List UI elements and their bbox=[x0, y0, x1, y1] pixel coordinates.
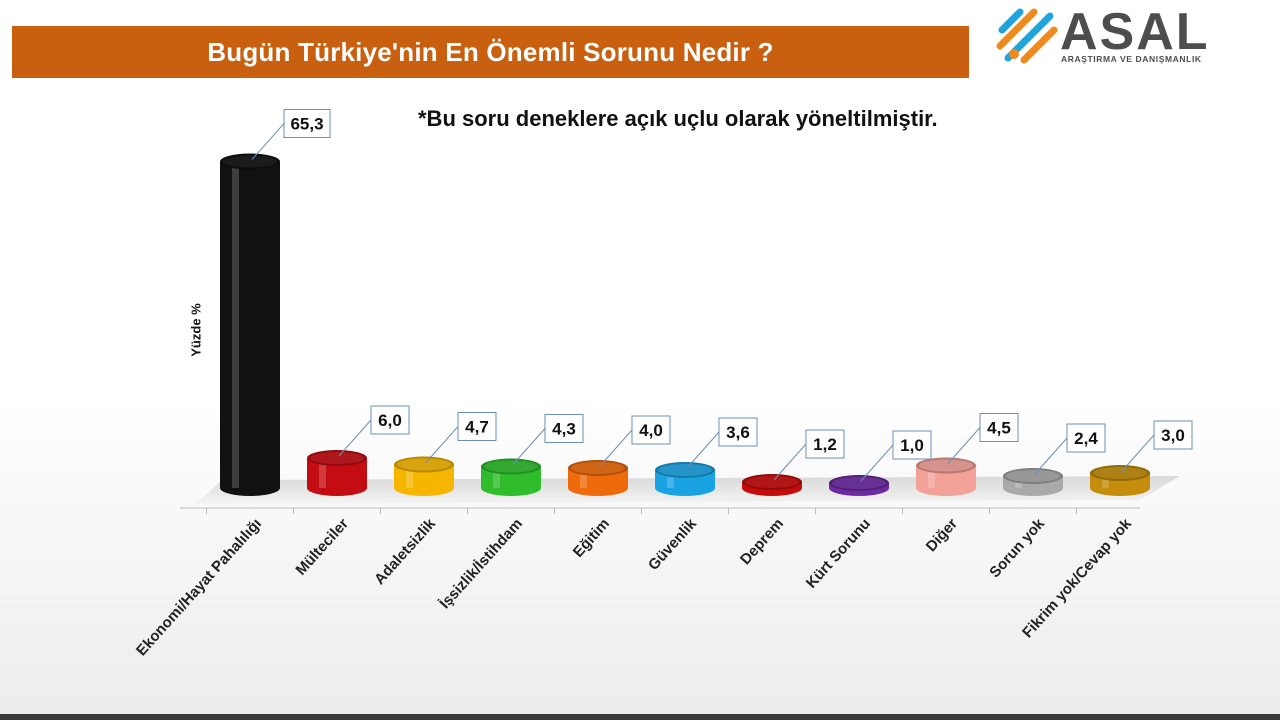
data-label-box bbox=[1066, 423, 1106, 453]
bar bbox=[307, 450, 367, 496]
bar-highlight bbox=[232, 161, 239, 488]
data-label-text: 1,2 bbox=[813, 435, 837, 454]
x-tick-label: Adaletsizlik bbox=[371, 515, 439, 588]
bar-top-sheen bbox=[658, 464, 712, 476]
bar-highlight bbox=[928, 465, 935, 488]
x-tick-label: Ekonomi/Hayat Pahalılığı bbox=[133, 515, 265, 659]
data-label-box bbox=[892, 430, 932, 460]
bar bbox=[220, 153, 280, 496]
logo-tagline: ARAŞTIRMA VE DANIŞMANLIK bbox=[1061, 54, 1202, 64]
data-label: 6,0 bbox=[338, 405, 410, 457]
bar-highlight bbox=[319, 458, 326, 488]
bar bbox=[742, 474, 802, 496]
data-label-leader bbox=[860, 444, 894, 482]
bar bbox=[1003, 468, 1063, 496]
bar bbox=[916, 457, 976, 496]
data-label-text: 4,0 bbox=[639, 421, 663, 440]
data-label-text: 4,3 bbox=[552, 420, 576, 439]
bar-top-sheen bbox=[832, 477, 886, 489]
x-tick-label: Deprem bbox=[737, 515, 787, 568]
bar-top-sheen bbox=[310, 452, 364, 464]
asal-logo-icon bbox=[996, 8, 1058, 64]
x-tick-label: Eğitim bbox=[570, 515, 613, 560]
data-label-text: 3,0 bbox=[1161, 426, 1185, 445]
data-label-text: 4,7 bbox=[465, 418, 489, 437]
bar-highlight bbox=[406, 464, 413, 488]
data-label-leader bbox=[686, 431, 720, 469]
bar bbox=[481, 458, 541, 496]
data-label-text: 65,3 bbox=[290, 115, 323, 134]
x-tick-label: İşsizlik/İstihdam bbox=[436, 515, 526, 612]
data-label-box bbox=[370, 405, 410, 435]
data-label-leader bbox=[251, 123, 285, 160]
bar-highlight bbox=[667, 470, 674, 488]
data-label-box bbox=[1153, 420, 1193, 450]
data-label-leader bbox=[512, 428, 546, 465]
data-label-leader bbox=[773, 443, 807, 481]
data-label-box bbox=[631, 415, 671, 445]
bar-top-sheen bbox=[1006, 470, 1060, 482]
data-label-box bbox=[979, 413, 1019, 442]
x-tick-label: Diğer bbox=[923, 515, 961, 555]
bar-highlight bbox=[580, 468, 587, 488]
data-label: 4,5 bbox=[947, 413, 1019, 464]
bar-top-sheen bbox=[484, 460, 538, 473]
bar-highlight bbox=[1102, 473, 1109, 488]
logo-wordmark: ASAL bbox=[1060, 3, 1210, 61]
bar-top-sheen bbox=[745, 476, 799, 488]
x-tick-label: Sorun yok bbox=[986, 515, 1048, 581]
bar-top-sheen bbox=[919, 459, 973, 472]
bar bbox=[394, 456, 454, 496]
data-label-box bbox=[805, 429, 845, 459]
data-label-text: 3,6 bbox=[726, 423, 750, 442]
bar bbox=[1090, 465, 1150, 496]
bar bbox=[568, 460, 628, 496]
data-label-text: 6,0 bbox=[378, 411, 402, 430]
x-tick-label: Güvenlik bbox=[645, 515, 700, 574]
data-label: 1,2 bbox=[773, 429, 845, 481]
x-tick-label: Mülteciler bbox=[292, 515, 352, 579]
data-label-leader bbox=[599, 429, 633, 467]
data-label: 3,6 bbox=[686, 417, 758, 469]
data-label-text: 1,0 bbox=[900, 436, 924, 455]
data-label-leader bbox=[1121, 434, 1155, 472]
data-label-box bbox=[544, 414, 584, 443]
bar bbox=[829, 475, 889, 496]
bar-top-sheen bbox=[397, 458, 451, 471]
bottom-border bbox=[0, 714, 1280, 720]
asal-logo: ASAL ARAŞTIRMA VE DANIŞMANLIK bbox=[994, 3, 1234, 68]
data-label-leader bbox=[338, 419, 372, 457]
bar-top-sheen bbox=[1093, 467, 1147, 479]
data-label: 3,0 bbox=[1121, 420, 1193, 472]
x-tick-label: Kürt Sorunu bbox=[803, 515, 874, 591]
data-label: 4,0 bbox=[599, 415, 671, 467]
data-label-text: 4,5 bbox=[987, 419, 1011, 438]
bar bbox=[655, 462, 715, 496]
bar-body bbox=[220, 161, 280, 496]
data-label: 1,0 bbox=[860, 430, 932, 482]
bar-top-sheen bbox=[571, 462, 625, 474]
data-label: 65,3 bbox=[251, 109, 331, 160]
data-label: 2,4 bbox=[1034, 423, 1106, 475]
chart-title: Bugün Türkiye'nin En Önemli Sorunu Nedir… bbox=[12, 26, 969, 78]
data-label: 4,3 bbox=[512, 414, 584, 465]
data-label-box bbox=[457, 412, 497, 441]
data-label-box bbox=[283, 109, 331, 138]
bar-highlight bbox=[493, 466, 500, 488]
data-label-leader bbox=[1034, 437, 1068, 475]
data-label-text: 2,4 bbox=[1074, 429, 1098, 448]
chart-note: *Bu soru deneklere açık uçlu olarak yöne… bbox=[418, 106, 938, 131]
bar-top-sheen bbox=[223, 155, 277, 168]
data-label: 4,7 bbox=[425, 412, 497, 463]
data-label-leader bbox=[947, 427, 981, 464]
data-label-box bbox=[718, 417, 758, 447]
data-label-leader bbox=[425, 426, 459, 463]
